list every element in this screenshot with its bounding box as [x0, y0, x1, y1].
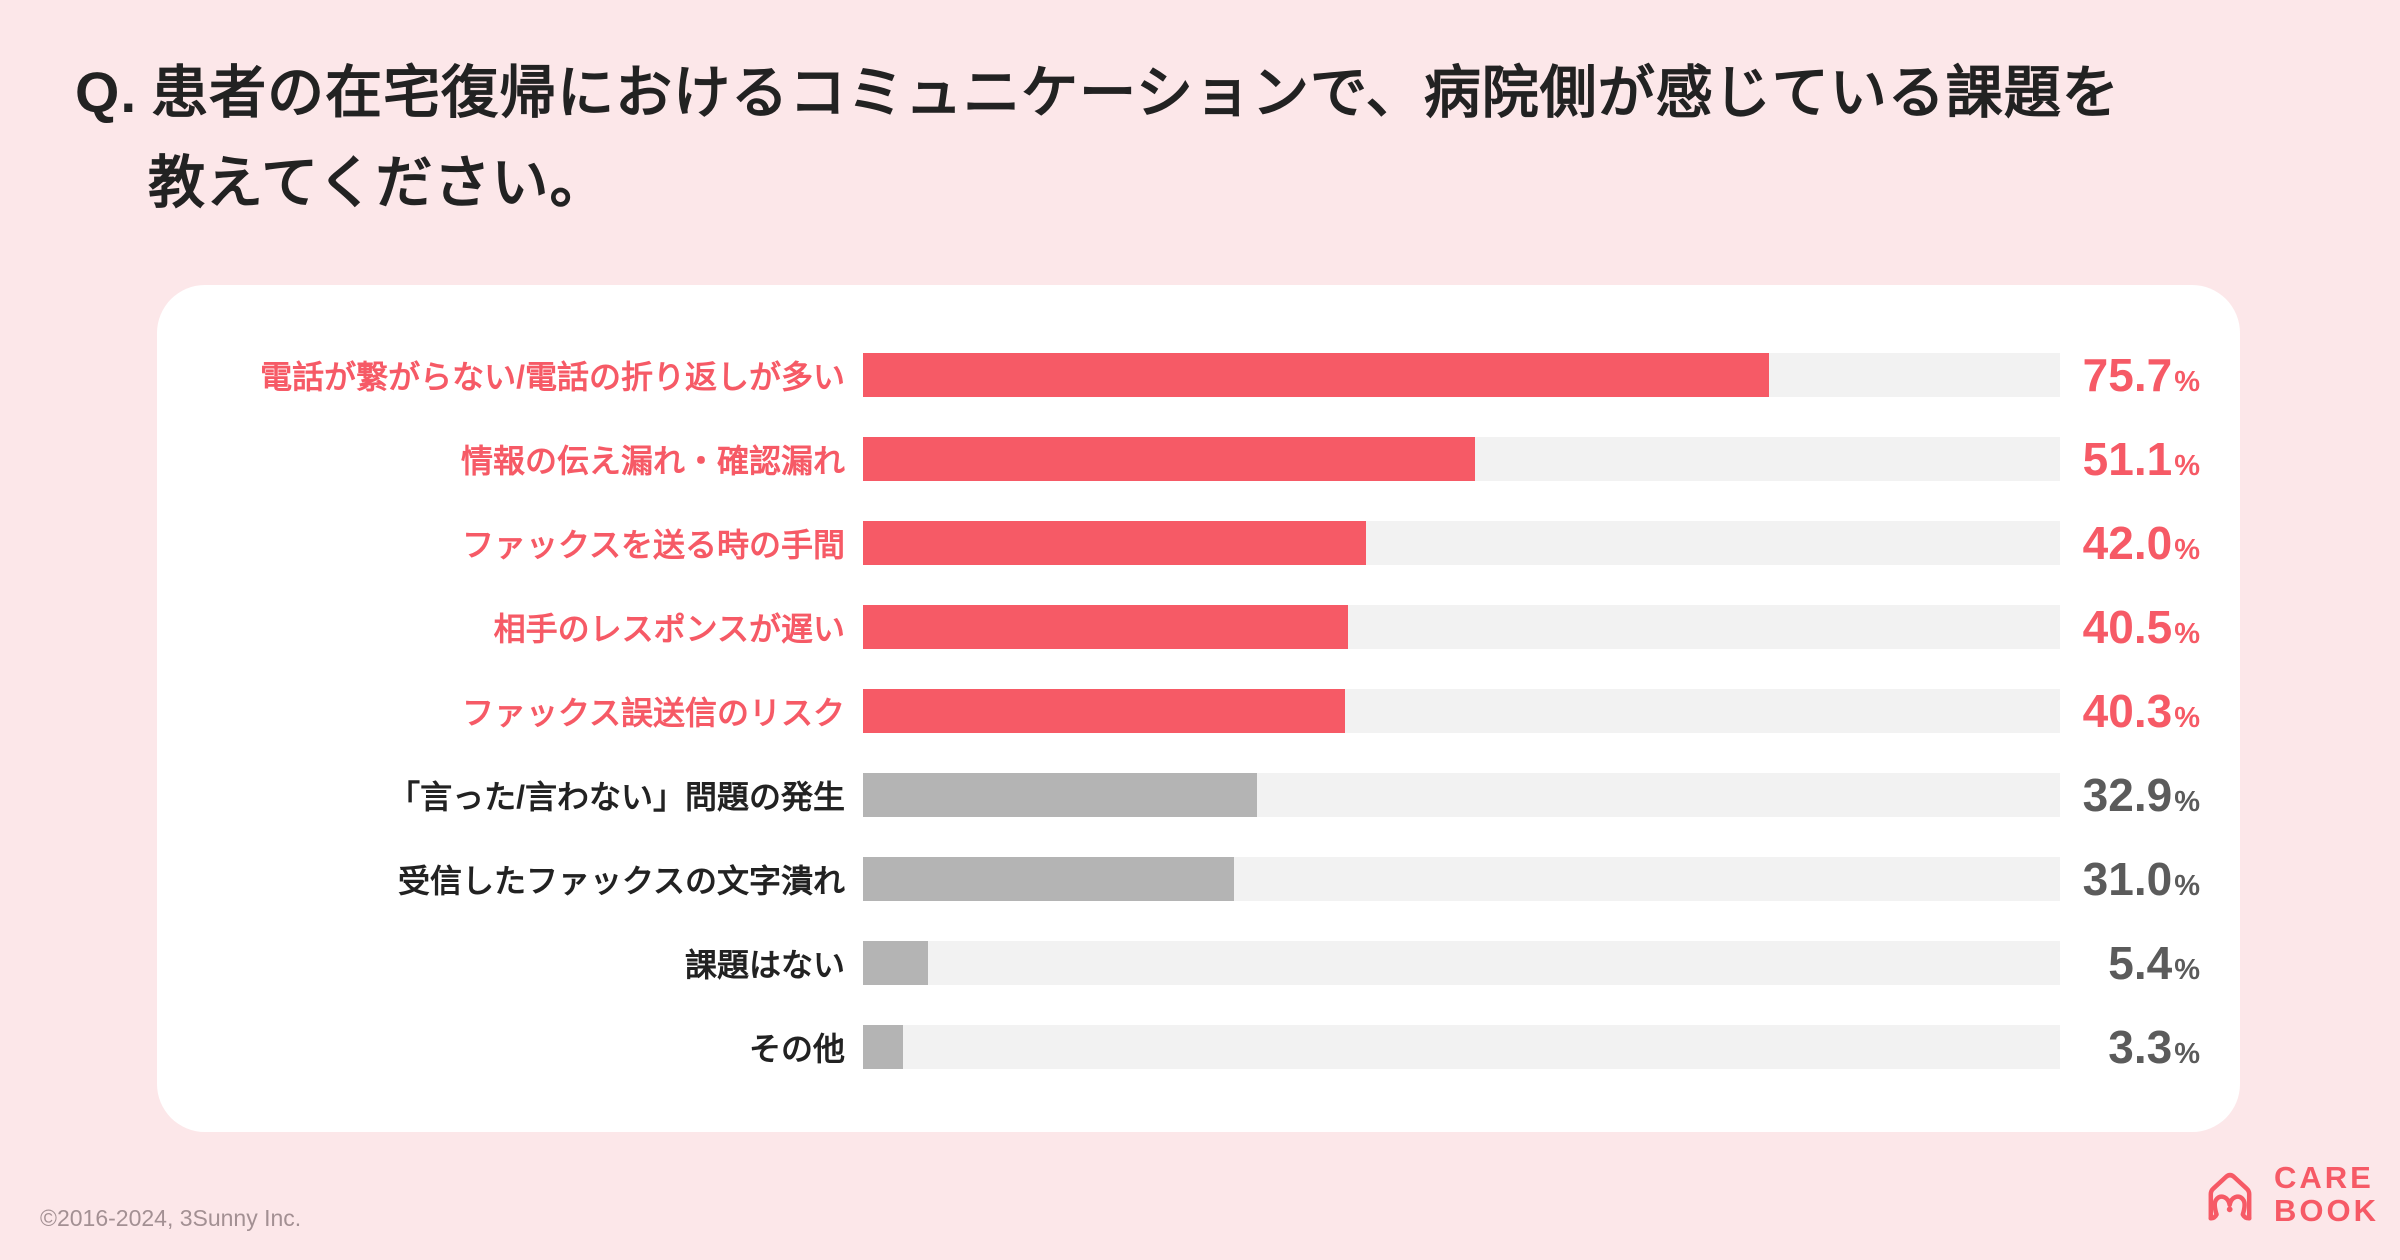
house-heart-icon: [2208, 1172, 2252, 1221]
value-number: 51.1: [2082, 433, 2173, 485]
value-number: 3.3: [2108, 1021, 2173, 1073]
chart-row: ファックスを送る時の手間 42.0%: [157, 501, 2240, 585]
value-label: 42.0%: [2060, 516, 2240, 570]
bar-fill: [863, 353, 1770, 397]
value-label: 40.5%: [2060, 600, 2240, 654]
bar-track: [863, 521, 2060, 565]
logo-word-book: BOOK: [2274, 1193, 2379, 1228]
bar-fill: [863, 773, 1257, 817]
category-label: 相手のレスポンスが遅い: [493, 611, 845, 647]
value-number: 32.9: [2082, 769, 2173, 821]
bar-track: [863, 773, 2060, 817]
value-unit: %: [2174, 786, 2200, 818]
logo-wordmark: CARE BOOK: [2274, 1161, 2379, 1227]
bar-fill: [863, 941, 928, 985]
value-number: 5.4: [2108, 937, 2173, 989]
bar-track: [863, 1025, 2060, 1069]
value-label: 51.1%: [2060, 432, 2240, 486]
value-label: 31.0%: [2060, 852, 2240, 906]
bar-track: [863, 689, 2060, 733]
bar-fill: [863, 605, 1348, 649]
question-title-line1: Q. 患者の在宅復帰におけるコミュニケーションで、病院側が感じている課題を: [75, 48, 2120, 138]
chart-row: 相手のレスポンスが遅い 40.5%: [157, 585, 2240, 669]
chart-row: 電話が繋がらない/電話の折り返しが多い 75.7%: [157, 333, 2240, 417]
value-unit: %: [2174, 534, 2200, 566]
category-label: その他: [748, 1031, 845, 1067]
value-number: 40.5: [2082, 601, 2173, 653]
category-label: 課題はない: [684, 947, 845, 983]
value-label: 75.7%: [2060, 348, 2240, 402]
carebook-logo: CARE BOOK: [2198, 1158, 2379, 1230]
value-number: 31.0: [2082, 853, 2173, 905]
value-unit: %: [2174, 618, 2200, 650]
chart-row: 受信したファックスの文字潰れ 31.0%: [157, 837, 2240, 921]
question-text-line1: 患者の在宅復帰におけるコミュニケーションで、病院側が感じている課題を: [151, 61, 2120, 125]
chart-card: 電話が繋がらない/電話の折り返しが多い 75.7% 情報の伝え漏れ・確認漏れ 5…: [157, 285, 2240, 1132]
question-text-line2: 教えてください。: [148, 151, 608, 215]
category-label: 受信したファックスの文字潰れ: [397, 863, 845, 899]
chart-row: 「言った/言わない」問題の発生 32.9%: [157, 753, 2240, 837]
value-number: 40.3: [2082, 685, 2173, 737]
value-label: 5.4%: [2060, 936, 2240, 990]
chart-row: ファックス誤送信のリスク 40.3%: [157, 669, 2240, 753]
value-unit: %: [2174, 870, 2200, 902]
bar-track: [863, 941, 2060, 985]
value-unit: %: [2174, 366, 2200, 398]
chart-row: 情報の伝え漏れ・確認漏れ 51.1%: [157, 417, 2240, 501]
category-label: ファックス誤送信のリスク: [461, 695, 845, 731]
question-title: Q. 患者の在宅復帰におけるコミュニケーションで、病院側が感じている課題を 教えて…: [75, 48, 2120, 228]
question-prefix: Q.: [75, 61, 138, 125]
category-label: 情報の伝え漏れ・確認漏れ: [460, 443, 845, 479]
copyright-text: ©2016-2024, 3Sunny Inc.: [40, 1205, 302, 1231]
value-label: 32.9%: [2060, 768, 2240, 822]
bar-fill: [863, 437, 1475, 481]
value-number: 75.7: [2082, 349, 2173, 401]
value-unit: %: [2174, 954, 2200, 986]
bar-fill: [863, 857, 1235, 901]
value-label: 40.3%: [2060, 684, 2240, 738]
chart-row: その他 3.3%: [157, 1005, 2240, 1089]
category-label: 「言った/言わない」問題の発生: [388, 779, 845, 815]
value-unit: %: [2174, 450, 2200, 482]
value-unit: %: [2174, 702, 2200, 734]
value-number: 42.0: [2082, 517, 2173, 569]
logo-word-care: CARE: [2274, 1160, 2374, 1195]
category-label: 電話が繋がらない/電話の折り返しが多い: [260, 359, 845, 395]
bar-track: [863, 605, 2060, 649]
bar-track: [863, 353, 2060, 397]
bar-fill: [863, 521, 1366, 565]
value-unit: %: [2174, 1038, 2200, 1070]
bar-fill: [863, 689, 1346, 733]
chart-row: 課題はない 5.4%: [157, 921, 2240, 1005]
bar-chart: 電話が繋がらない/電話の折り返しが多い 75.7% 情報の伝え漏れ・確認漏れ 5…: [157, 333, 2240, 1089]
category-label: ファックスを送る時の手間: [461, 527, 845, 563]
bar-fill: [863, 1025, 903, 1069]
bar-track: [863, 437, 2060, 481]
value-label: 3.3%: [2060, 1020, 2240, 1074]
bar-track: [863, 857, 2060, 901]
